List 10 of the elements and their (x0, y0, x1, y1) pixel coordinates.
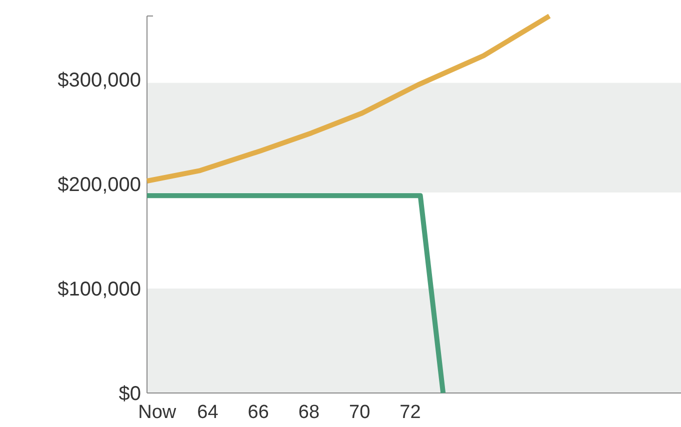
x-tick-label: 70 (349, 402, 370, 423)
x-tick-label: 64 (197, 402, 219, 423)
x-tick-label: 68 (298, 402, 320, 423)
y-tick-label: $300,000 (58, 70, 141, 92)
x-tick-label: 66 (248, 402, 269, 423)
y-tick-label: $0 (118, 383, 141, 405)
x-tick-label: 72 (400, 402, 421, 423)
y-tick-label: $200,000 (58, 174, 141, 196)
x-tick-label: Now (138, 402, 176, 423)
y-tick-label: $100,000 (58, 278, 141, 301)
